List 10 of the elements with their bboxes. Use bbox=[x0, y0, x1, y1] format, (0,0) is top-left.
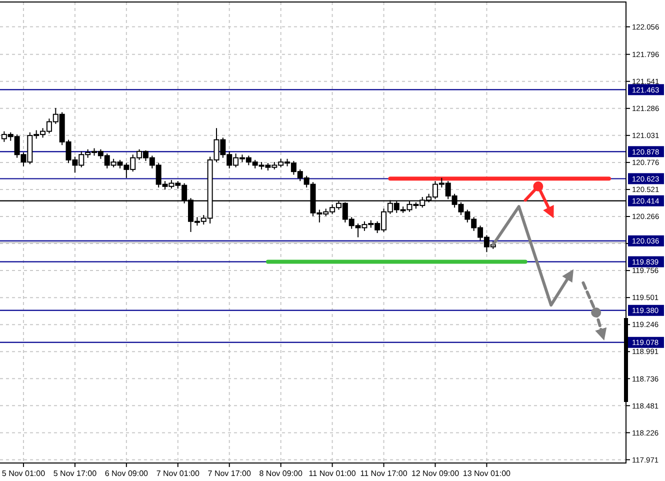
x-tick-label: 13 Nov 01:00 bbox=[462, 469, 512, 478]
x-tick-label: 5 Nov 01:00 bbox=[2, 469, 46, 478]
x-tick-label: 6 Nov 09:00 bbox=[104, 469, 149, 478]
x-tick-label: 8 Nov 09:00 bbox=[259, 469, 303, 478]
x-tick-label: 5 Nov 17:00 bbox=[53, 469, 98, 478]
x-tick-label: 11 Nov 17:00 bbox=[360, 469, 408, 478]
x-tick-label: 7 Nov 17:00 bbox=[208, 469, 252, 478]
x-tick-label: 11 Nov 01:00 bbox=[308, 469, 356, 478]
x-tick-label: 12 Nov 09:00 bbox=[411, 469, 460, 478]
x-tick-label: 7 Nov 01:00 bbox=[156, 469, 200, 478]
